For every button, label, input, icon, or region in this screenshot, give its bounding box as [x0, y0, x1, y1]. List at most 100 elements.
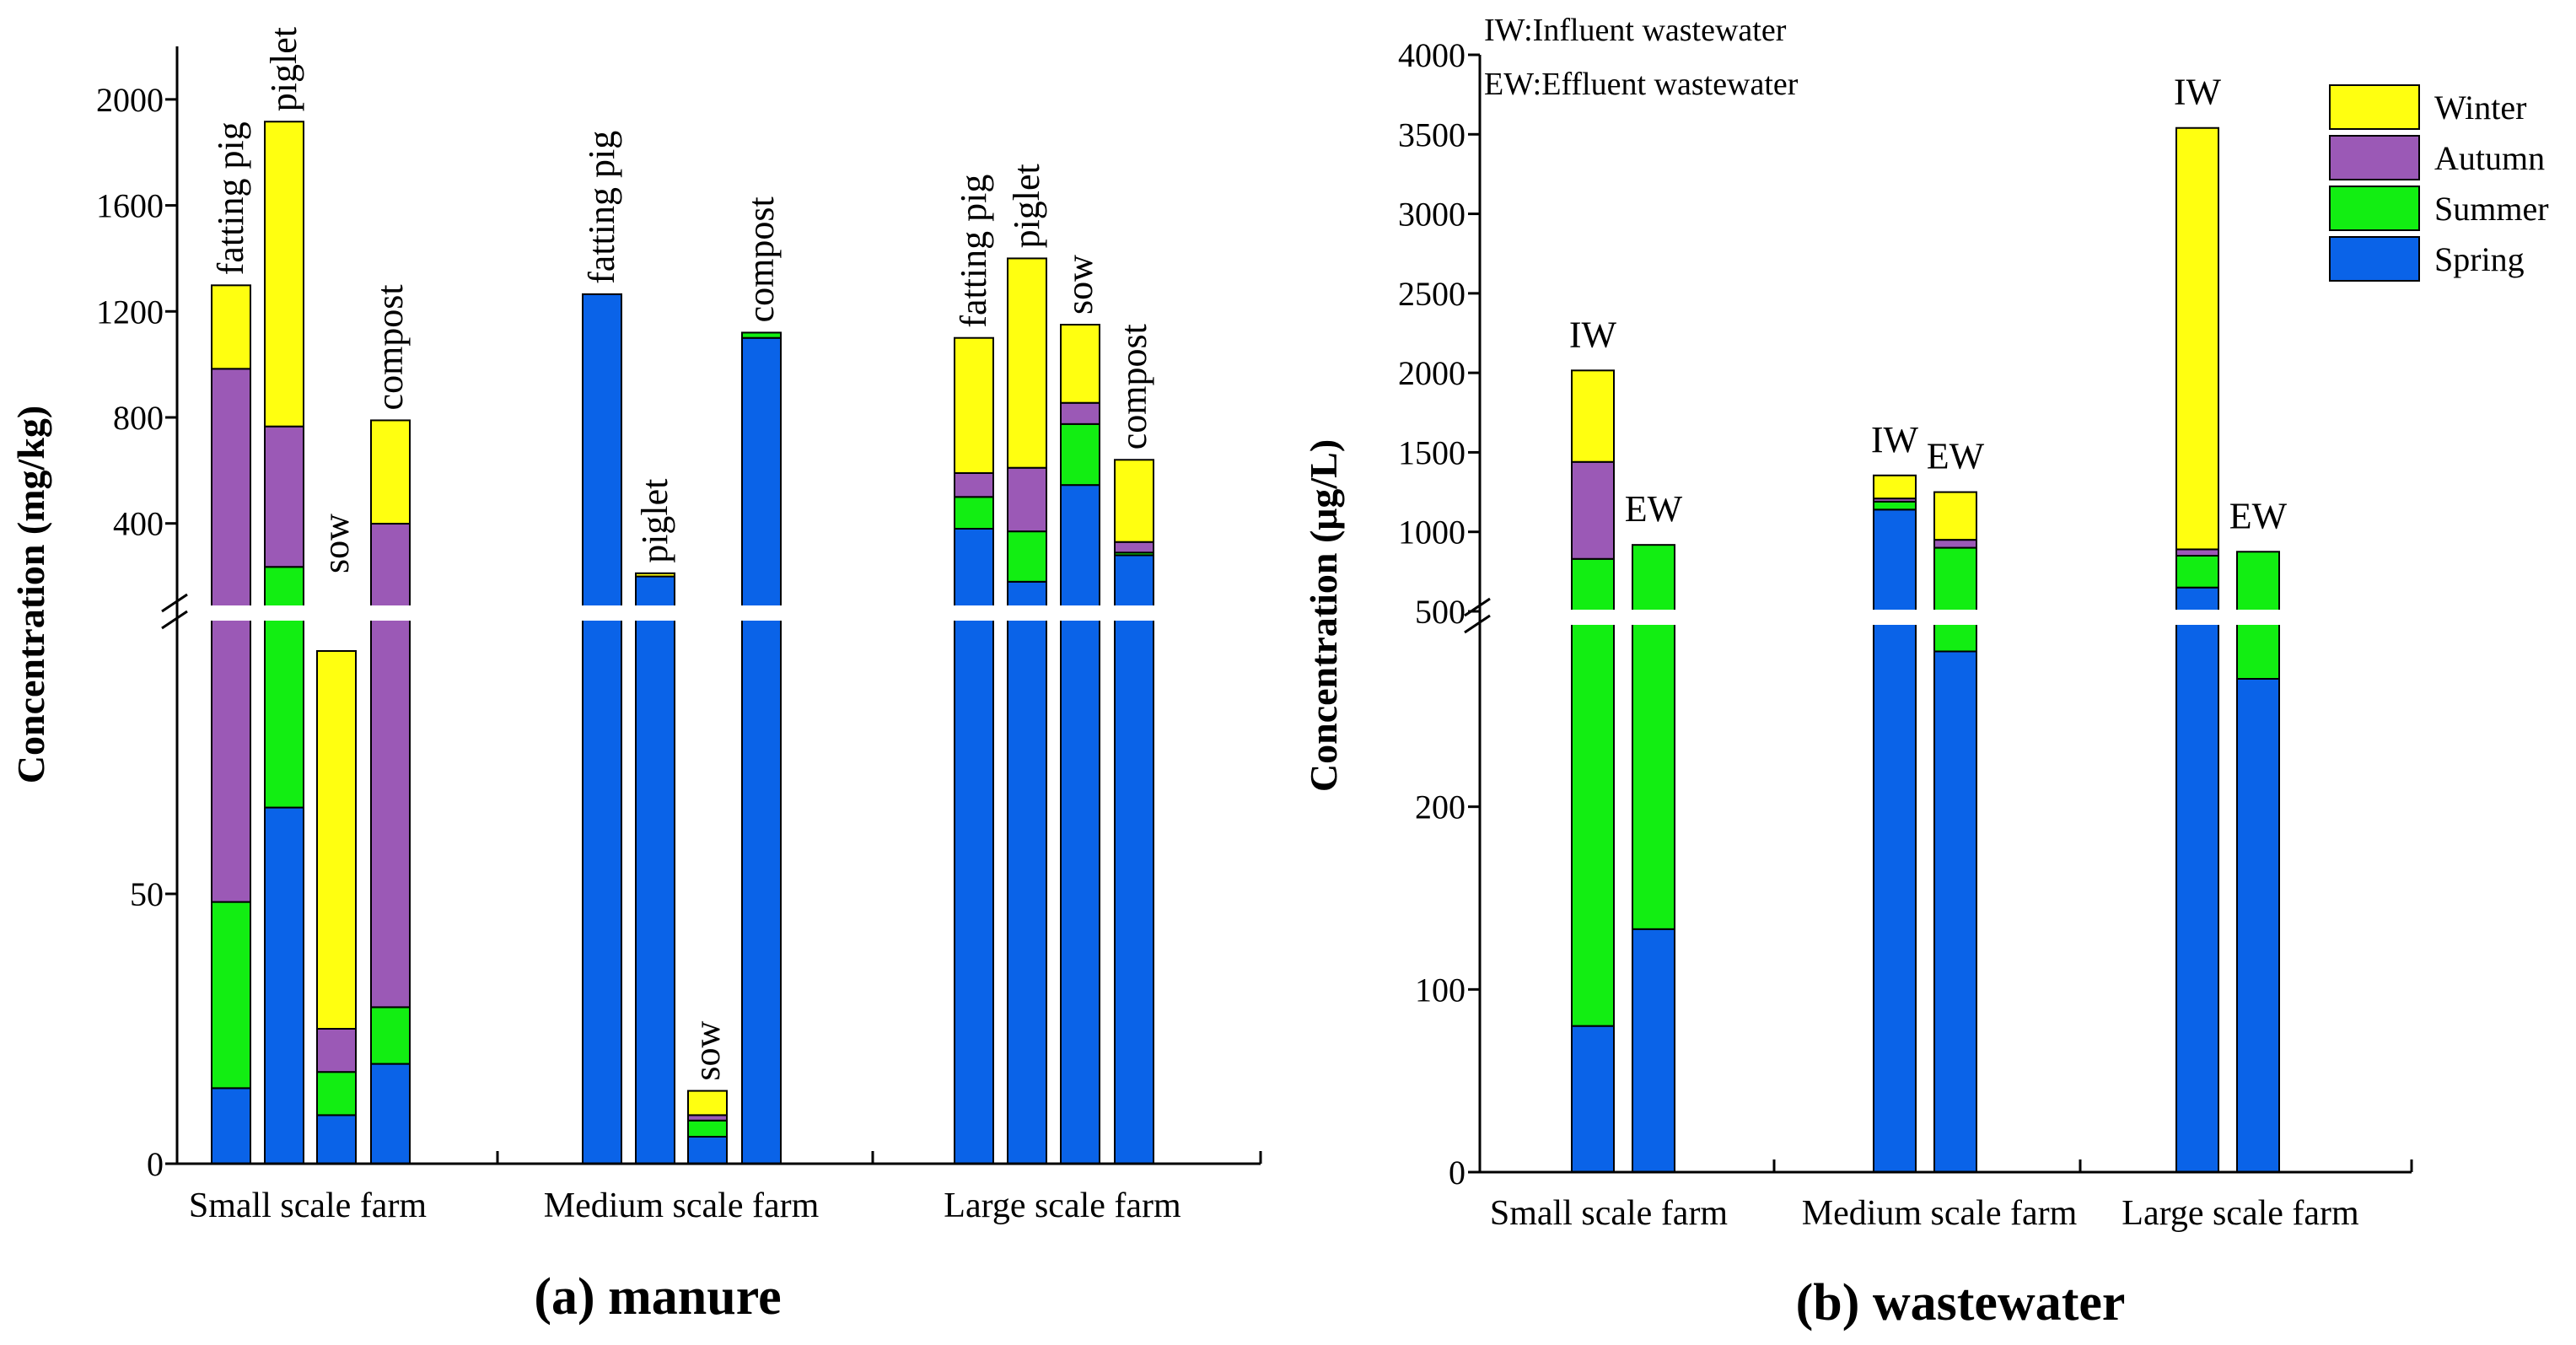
wastewater-bar-label-large-scale-farm-ew: EW [2229, 495, 2288, 536]
wastewater-bar-small-scale-farm-ew-summer [1632, 544, 1675, 930]
wastewater-category-medium-scale-farm: Medium scale farm [1802, 1194, 2078, 1233]
manure-bar-medium-scale-farm-sow-spring [687, 1136, 728, 1165]
legend-swatch-spring [2329, 236, 2420, 282]
manure-y-tick-label-2000: 2000 [96, 81, 164, 119]
manure-x-ticks [175, 1151, 1262, 1164]
wastewater-y-axis-title: Concentration (μg/L) [1302, 439, 1345, 792]
wastewater-panel-title: (b) wastewater [1796, 1274, 2126, 1332]
manure-bar-large-scale-farm-compost-spring [1114, 554, 1154, 1165]
manure-bar-label-small-scale-farm-compost: compost [369, 284, 411, 410]
manure-bar-medium-scale-farm-piglet-winter [635, 572, 675, 578]
wastewater-bar-large-scale-farm-ew-spring [2236, 678, 2280, 1173]
manure-y-tick-label-1600: 1600 [96, 187, 164, 225]
manure-bar-small-scale-farm-sow-autumn [316, 1028, 357, 1073]
wastewater-category-small-scale-farm: Small scale farm [1490, 1194, 1729, 1233]
manure-bar-large-scale-farm-compost-autumn [1114, 541, 1154, 554]
wastewater-y-tick-label-2500: 2500 [1398, 275, 1465, 313]
legend-label-summer: Summer [2434, 190, 2549, 228]
manure-y-ticks: 0 50 400 800 1200 1600 2000 [96, 81, 177, 1183]
manure-bar-large-scale-farm-fatting-pig-summer [954, 496, 994, 530]
wastewater-bar-small-scale-farm-ew-spring [1632, 928, 1675, 1174]
wastewater-bar-label-small-scale-farm-ew: EW [1625, 488, 1683, 530]
manure-bar-small-scale-farm-piglet-spring [264, 806, 304, 1165]
manure-bar-label-small-scale-farm-sow: sow [315, 514, 357, 573]
wastewater-y-tick-label-1500: 1500 [1398, 433, 1465, 471]
manure-bar-large-scale-farm-piglet-spring [1007, 580, 1047, 1165]
wastewater-bar-medium-scale-farm-iw-summer [1873, 500, 1917, 511]
manure-bar-small-scale-farm-fatting-pig-winter [211, 284, 251, 370]
legend-label-spring: Spring [2434, 240, 2525, 278]
wastewater-chart: 0 100 200 500 1000 1500 2000 2500 3000 3500 4000 I… [1302, 13, 2549, 1332]
wastewater-bar-large-scale-farm-iw-winter [2175, 126, 2219, 551]
manure-category-labels: Small scale farm Medium scale farm Large s… [189, 1186, 1181, 1225]
wastewater-bar-medium-scale-farm-ew-winter [1933, 491, 1977, 541]
manure-bar-small-scale-farm-piglet-autumn [264, 425, 304, 568]
wastewater-y-tick-label-0: 0 [1449, 1154, 1465, 1192]
manure-y-tick-label-1200: 1200 [96, 293, 164, 331]
manure-y-tick-label-0: 0 [147, 1145, 164, 1183]
wastewater-bar-medium-scale-farm-ew-summer [1933, 546, 1977, 653]
manure-bar-large-scale-farm-compost-winter [1114, 459, 1154, 543]
manure-bar-large-scale-farm-sow-summer [1060, 422, 1100, 487]
wastewater-x-ticks [1478, 1159, 2413, 1172]
manure-category-medium-scale-farm: Medium scale farm [544, 1186, 820, 1225]
wastewater-bar-large-scale-farm-iw-summer [2175, 555, 2219, 589]
manure-bar-medium-scale-farm-compost-summer [741, 331, 782, 339]
wastewater-y-tick-label-1000: 1000 [1398, 514, 1465, 551]
wastewater-bar-label-medium-scale-farm-iw: IW [1871, 419, 1919, 460]
manure-axis-break [152, 593, 1261, 630]
wastewater-y-ticks: 0 100 200 500 1000 1500 2000 2500 3000 3500 4000 [1398, 36, 1480, 1192]
manure-y-tick-label-400: 400 [113, 505, 164, 543]
wastewater-bar-small-scale-farm-iw-autumn [1571, 460, 1615, 560]
manure-bar-labels: fatting pig piglet sow compost fatting pig pi… [210, 27, 1154, 1081]
manure-bar-label-large-scale-farm-compost: compost [1113, 324, 1154, 449]
manure-axes [175, 46, 1261, 1165]
legend-swatch-winter [2329, 84, 2420, 130]
manure-bar-small-scale-farm-fatting-pig-autumn [211, 368, 251, 903]
manure-category-small-scale-farm: Small scale farm [189, 1186, 428, 1225]
wastewater-y-tick-label-3000: 3000 [1398, 196, 1465, 234]
wastewater-y-tick-label-200: 200 [1415, 788, 1465, 826]
manure-bar-small-scale-farm-fatting-pig-spring [211, 1087, 251, 1165]
manure-bar-large-scale-farm-fatting-pig-autumn [954, 472, 994, 498]
manure-bar-label-small-scale-farm-piglet: piglet [263, 27, 304, 111]
wastewater-y-tick-label-500: 500 [1415, 593, 1465, 631]
manure-bar-medium-scale-farm-piglet-spring [635, 575, 675, 1165]
manure-bar-large-scale-farm-sow-spring [1060, 484, 1100, 1165]
manure-bar-label-medium-scale-farm-sow: sow [686, 1020, 728, 1080]
legend-label-winter: Winter [2434, 89, 2526, 126]
wastewater-bar-small-scale-farm-iw-spring [1571, 1025, 1615, 1173]
manure-break-gap [152, 605, 1261, 621]
manure-bar-large-scale-farm-piglet-autumn [1007, 466, 1047, 533]
wastewater-bar-medium-scale-farm-iw-spring [1873, 508, 1917, 1173]
wastewater-category-large-scale-farm: Large scale farm [2122, 1194, 2359, 1233]
manure-bar-large-scale-farm-piglet-summer [1007, 530, 1047, 583]
manure-bar-small-scale-farm-compost-winter [370, 419, 411, 525]
wastewater-bar-large-scale-farm-iw-autumn [2175, 548, 2219, 557]
wastewater-axis-break [1455, 597, 2412, 634]
manure-y-axis-title: Concentration (mg/kg) [9, 406, 52, 783]
manure-bar-small-scale-farm-fatting-pig-summer [211, 901, 251, 1089]
manure-bar-label-large-scale-farm-sow: sow [1059, 255, 1100, 315]
manure-bar-medium-scale-farm-compost-spring [741, 336, 782, 1165]
manure-bar-small-scale-farm-compost-summer [370, 1006, 411, 1065]
wastewater-break-gap [1455, 610, 2412, 625]
manure-bar-label-large-scale-farm-piglet: piglet [1006, 164, 1047, 248]
annotation-effluent: EW:Effluent wastewater [1484, 67, 1799, 102]
wastewater-category-labels: Small scale farm Medium scale farm Large s… [1490, 1194, 2359, 1233]
wastewater-bar-label-large-scale-farm-iw: IW [2174, 72, 2222, 113]
wastewater-bar-label-small-scale-farm-iw: IW [1569, 314, 1617, 355]
legend-swatch-autumn [2329, 135, 2420, 180]
legend: Winter Autumn Summer Spring [2329, 84, 2549, 282]
wastewater-bar-label-medium-scale-farm-ew: EW [1927, 436, 1985, 477]
wastewater-y-tick-label-100: 100 [1415, 971, 1465, 1009]
manure-bar-label-large-scale-farm-fatting-pig: fatting pig [953, 175, 994, 328]
manure-bar-large-scale-farm-sow-autumn [1060, 401, 1100, 425]
legend-label-autumn: Autumn [2434, 139, 2545, 177]
wastewater-axes [1478, 55, 2412, 1174]
wastewater-break-mark-upper [1464, 597, 1491, 617]
manure-bar-label-medium-scale-farm-piglet: piglet [634, 479, 675, 563]
